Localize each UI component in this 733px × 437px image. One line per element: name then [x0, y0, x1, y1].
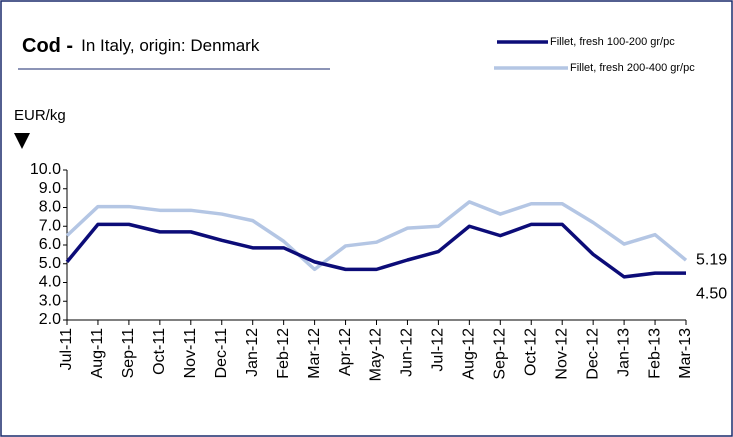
title-bold: Cod -: [22, 35, 73, 57]
x-tick-label: Apr-12: [337, 328, 354, 376]
axis-arrow: [14, 133, 30, 149]
x-tick-label: Jul-12: [430, 328, 447, 372]
series-line: [65, 200, 688, 272]
x-tick-label: Nov-12: [553, 328, 570, 380]
legend-label: Fillet, fresh 100-200 gr/pc: [550, 36, 675, 48]
x-tick-label: Mar-12: [306, 328, 323, 379]
data-label: 4.50: [696, 285, 727, 302]
data-label: 5.19: [696, 251, 727, 268]
x-tick-label: Oct-12: [522, 328, 539, 376]
x-tick-label: Jul-11: [58, 328, 75, 370]
x-tick-label: Feb-13: [646, 328, 663, 379]
y-tick-label: 7.0: [39, 217, 61, 234]
legend-label: Fillet, fresh 200-400 gr/pc: [570, 62, 695, 74]
x-tick-label: Sep-12: [492, 328, 509, 380]
x-tick-label: Dec-11: [213, 328, 230, 378]
x-tick-label: Jan-12: [244, 328, 261, 377]
x-tick-label: Feb-12: [275, 328, 292, 379]
x-tick-label: Sep-11: [120, 328, 137, 379]
y-tick-label: 8.0: [39, 199, 61, 216]
chart-subtitle: In Italy, origin: Denmark: [81, 36, 260, 55]
y-tick-label: 9.0: [39, 180, 61, 197]
x-tick-label: Jan-13: [615, 328, 632, 377]
x-tick-label: Mar-13: [677, 328, 694, 379]
y-tick-label: 3.0: [39, 292, 61, 309]
y-axis-label: EUR/kg: [14, 107, 66, 124]
chart-title: Cod - In Italy, origin: Denmark: [22, 35, 260, 57]
x-tick-label: Aug-11: [89, 328, 106, 379]
x-tick-label: Oct-11: [151, 328, 168, 375]
x-tick-label: Nov-11: [182, 328, 199, 378]
x-tick-label: Aug-12: [461, 328, 478, 380]
x-tick-label: Jun-12: [399, 328, 416, 377]
y-tick-label: 2.0: [39, 311, 61, 328]
y-tick-label: 5.0: [39, 255, 61, 272]
y-tick-label: 4.0: [39, 274, 61, 291]
series-line: [65, 222, 686, 279]
x-tick-label: Dec-12: [584, 328, 601, 380]
y-tick-label: 6.0: [39, 236, 61, 253]
y-tick-label: 10.0: [30, 161, 61, 178]
x-tick-label: May-12: [368, 328, 385, 381]
